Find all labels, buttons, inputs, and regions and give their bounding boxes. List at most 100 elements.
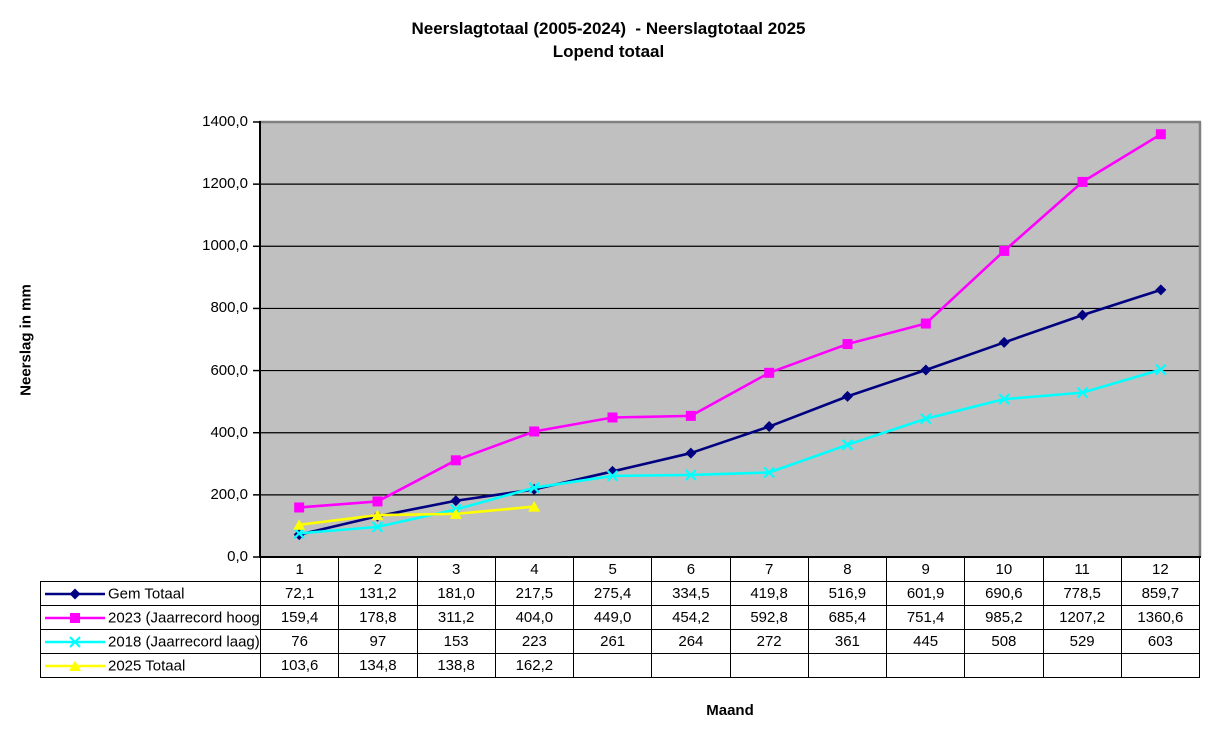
marker-square — [529, 426, 540, 437]
table-value-cell: 778,5 — [1042, 581, 1122, 606]
month-header-cell: 2 — [338, 557, 418, 582]
table-value-cell: 72,1 — [259, 581, 340, 606]
y-axis-title: Neerslag in mm — [17, 284, 35, 396]
table-row: 2023 (Jaarrecord hoog) 159,4 178,8 311,2 404… — [40, 605, 1201, 630]
table-value-cell: 103,6 — [259, 653, 340, 678]
legend-cell: 2025 Totaal — [40, 653, 261, 678]
legend-key-icon — [45, 588, 105, 600]
month-header-cell: 1 — [259, 557, 340, 582]
marker-diamond — [450, 495, 462, 507]
marker-square — [607, 412, 618, 423]
table-value-cell: 1207,2 — [1042, 605, 1122, 630]
table-value-cell: 449,0 — [572, 605, 653, 630]
series-line — [299, 505, 535, 527]
table-value-cell: 508 — [964, 629, 1044, 654]
marker-x — [528, 481, 540, 494]
table-value-cell: 592,8 — [729, 605, 809, 630]
table-value-cell: 601,9 — [885, 581, 966, 606]
series-line — [298, 288, 1162, 536]
marker-x — [371, 521, 384, 533]
month-header-cell: 10 — [964, 557, 1044, 582]
legend-cell: Gem Totaal — [40, 581, 261, 606]
legend-key-icon — [45, 612, 105, 623]
marker-square — [450, 455, 461, 466]
marker-x — [606, 470, 619, 482]
marker-x — [1076, 386, 1089, 399]
y-axis-tick-label: 1200,0 — [202, 175, 248, 193]
marker-triangle — [528, 501, 541, 512]
table-value-cell: 334,5 — [651, 581, 731, 606]
chart-title-line-1: Neerslagtotaal (2005-2024) - Neerslagtot… — [411, 19, 806, 38]
legend-label: Gem Totaal — [108, 585, 185, 603]
month-header-cell: 12 — [1120, 557, 1201, 582]
legend-cell: 2023 (Jaarrecord hoog) — [40, 605, 261, 630]
marker-square — [920, 318, 931, 329]
table-value-cell: 178,8 — [338, 605, 418, 630]
table-value-cell: 311,2 — [416, 605, 496, 630]
table-value-cell — [651, 653, 731, 678]
table-value-cell: 404,0 — [494, 605, 575, 630]
marker-diamond — [685, 447, 697, 459]
y-axis-tick-label: 400,0 — [210, 423, 248, 441]
marker-diamond — [998, 336, 1010, 348]
table-value-cell — [964, 653, 1044, 678]
table-value-cell: 217,5 — [494, 581, 575, 606]
legend-label: 2025 Totaal — [108, 657, 186, 675]
legend-label: 2023 (Jaarrecord hoog) — [108, 609, 261, 627]
marker-diamond — [69, 588, 81, 600]
marker-square — [685, 410, 696, 421]
legend-label: 2018 (Jaarrecord laag) — [108, 633, 260, 651]
marker-diamond — [763, 421, 775, 433]
series-line — [299, 368, 1162, 535]
table-value-cell: 131,2 — [338, 581, 418, 606]
x-axis-title: Maand — [706, 702, 754, 719]
month-header-cell: 8 — [807, 557, 888, 582]
month-header-cell: 9 — [885, 557, 966, 582]
table-value-cell: 76 — [259, 629, 340, 654]
table-value-cell: 985,2 — [964, 605, 1044, 630]
table-corner-cell — [41, 558, 261, 582]
table-value-cell — [1042, 653, 1122, 678]
table-value-cell — [1120, 653, 1201, 678]
y-axis-tick-label: 200,0 — [210, 485, 248, 503]
marker-square — [70, 612, 80, 623]
table-value-cell: 419,8 — [729, 581, 809, 606]
table-value-cell: 159,4 — [259, 605, 340, 630]
table-row: 2025 Totaal 103,6 134,8 138,8 162,2 — [40, 653, 1201, 678]
table-value-cell: 603 — [1120, 629, 1201, 654]
table-value-cell — [807, 653, 888, 678]
chart-title-line-2: Lopend totaal — [552, 42, 665, 61]
y-axis-tick-label: 800,0 — [210, 299, 248, 317]
table-value-cell: 361 — [807, 629, 888, 654]
marker-triangle — [371, 509, 384, 521]
table-value-cell: 272 — [729, 629, 809, 654]
month-header-cell: 7 — [729, 557, 809, 582]
table-value-cell: 859,7 — [1120, 581, 1201, 606]
marker-x — [841, 439, 854, 451]
y-axis-tick-label: 600,0 — [210, 361, 248, 379]
marker-x — [998, 393, 1010, 405]
table-value-cell: 1360,6 — [1120, 605, 1201, 630]
marker-diamond — [1077, 309, 1088, 321]
table-value-cell: 153 — [416, 629, 496, 654]
table-value-cell: 751,4 — [885, 605, 966, 630]
table-value-cell: 685,4 — [807, 605, 888, 630]
month-header-cell: 6 — [651, 557, 731, 582]
legend-key-icon — [45, 635, 105, 648]
marker-triangle — [293, 519, 306, 530]
table-value-cell: 275,4 — [572, 581, 653, 606]
table-value-cell — [572, 653, 653, 678]
table-value-cell: 162,2 — [494, 653, 575, 678]
marker-square — [294, 502, 305, 513]
marker-x — [685, 469, 697, 481]
marker-triangle — [69, 660, 81, 671]
table-value-cell: 134,8 — [338, 653, 418, 678]
table-value-cell: 264 — [651, 629, 731, 654]
marker-x — [69, 635, 81, 648]
marker-square — [999, 245, 1010, 256]
series-line — [299, 133, 1162, 509]
month-header-cell: 11 — [1042, 557, 1122, 582]
month-header-row: 1 2 3 4 5 6 7 8 9 10 11 12 — [41, 557, 1201, 582]
marker-triangle — [449, 508, 462, 519]
marker-x — [293, 527, 305, 540]
